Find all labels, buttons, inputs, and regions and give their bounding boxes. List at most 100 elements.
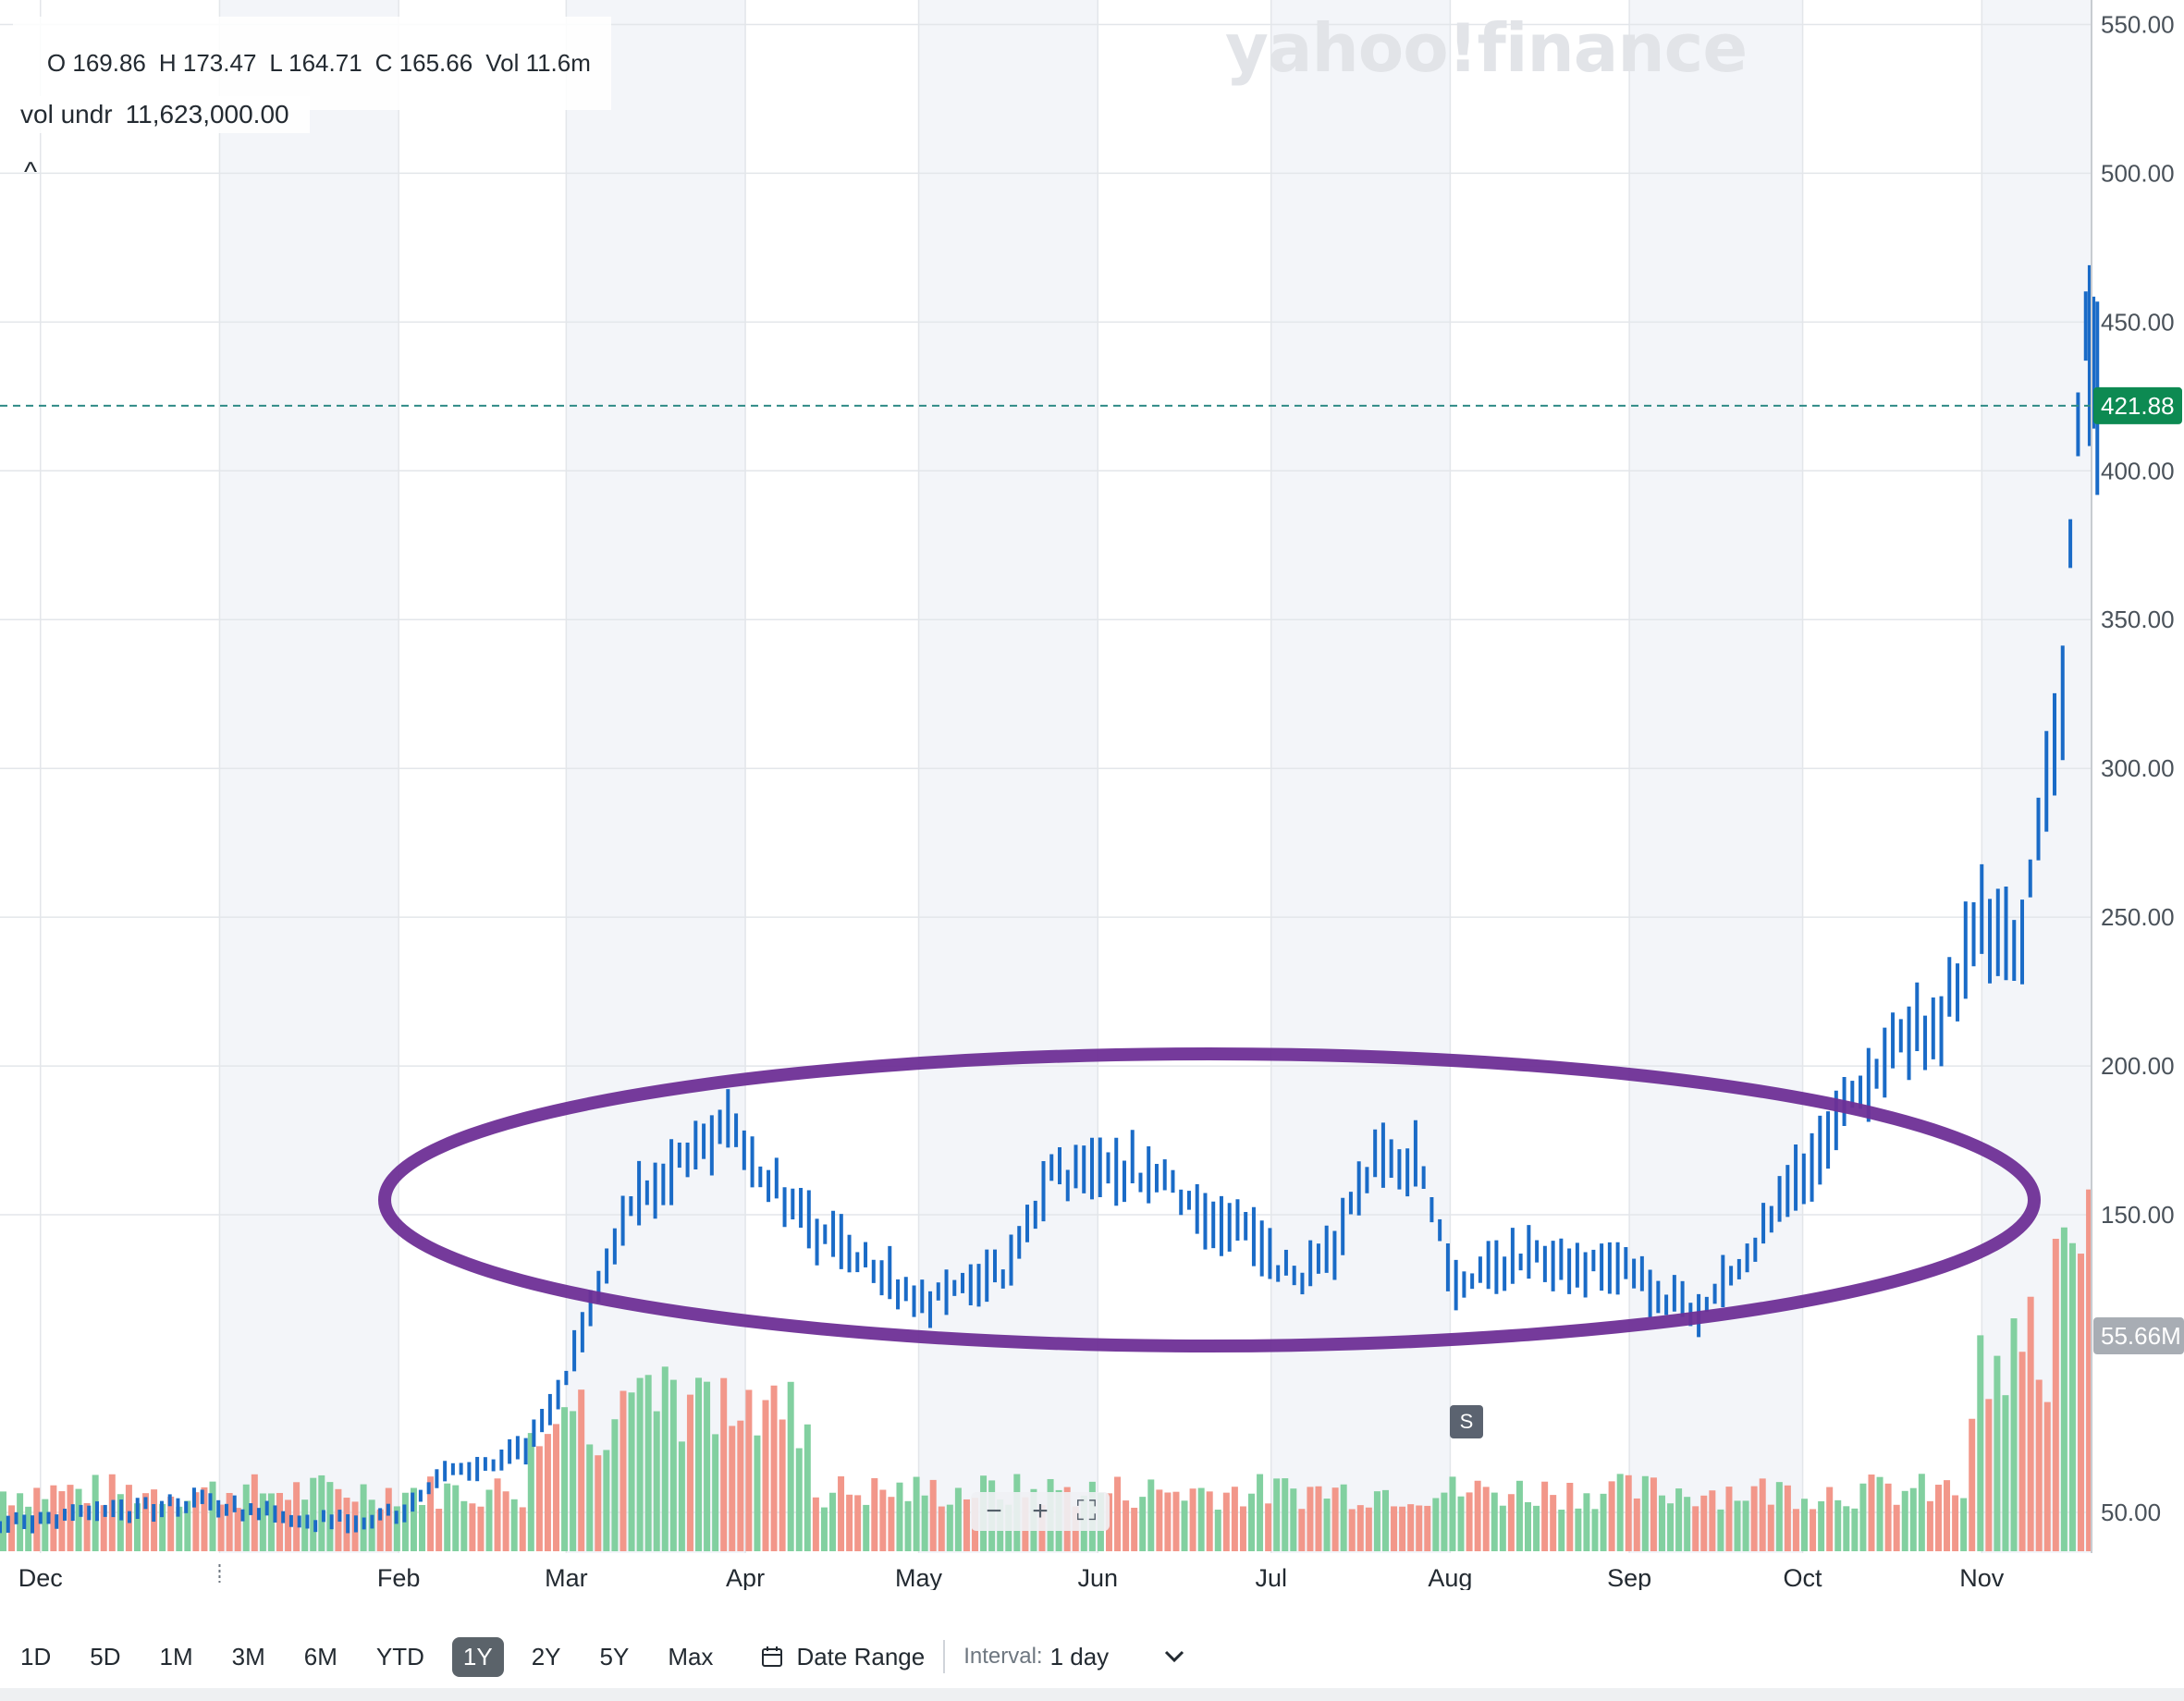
volume-bar [695, 1377, 703, 1551]
range-button-5y[interactable]: 5Y [599, 1642, 630, 1670]
volume-bar [1550, 1495, 1557, 1551]
volume-bar [946, 1504, 953, 1551]
zoom-in-button[interactable]: + [1032, 1496, 1049, 1526]
chevron-up-icon[interactable]: ^ [24, 157, 38, 188]
fit-screen-icon[interactable]: ⛶ [1076, 1496, 1097, 1526]
volume-bar [1742, 1500, 1749, 1551]
volume-bar [1859, 1483, 1867, 1551]
low-value: L 164.71 [269, 49, 362, 77]
volume-bar [1273, 1478, 1281, 1551]
volume-bar [1399, 1506, 1406, 1551]
event-badge[interactable]: S [1450, 1405, 1483, 1438]
x-tick-label: Jun [1077, 1564, 1118, 1590]
chevron-down-icon[interactable] [1164, 1650, 1184, 1663]
volume-bar [1123, 1500, 1130, 1551]
volume-bar [904, 1500, 912, 1551]
chart-area[interactable]: 50.00 150.00 200.00 250.00 300.00 350.00 400.0… [0, 0, 2184, 1590]
volume-bar [1960, 1498, 1968, 1551]
volume-bar [1734, 1500, 1741, 1551]
volume-bar [1441, 1492, 1448, 1551]
y-tick-label: 450.00 [2101, 308, 2175, 336]
range-button-1m[interactable]: 1M [159, 1642, 193, 1670]
volume-bar [636, 1377, 644, 1551]
y-tick-label: 250.00 [2101, 903, 2175, 931]
volume-bar [2078, 1254, 2085, 1551]
volume-bar [1525, 1501, 1532, 1551]
volume-bar [1147, 1479, 1155, 1551]
volume-bar [142, 1493, 150, 1551]
toolbar-divider [943, 1640, 946, 1673]
range-button-3m[interactable]: 3M [231, 1642, 265, 1670]
range-button-2y[interactable]: 2Y [531, 1642, 561, 1670]
volume-bar [1784, 1485, 1791, 1551]
volume-bar [1801, 1499, 1809, 1551]
volume-bar [1750, 1486, 1758, 1551]
volume-bar [1457, 1496, 1465, 1551]
volume-bar [578, 1389, 585, 1551]
price-chart[interactable]: 50.00 150.00 200.00 250.00 300.00 350.00 400.0… [0, 0, 2184, 1590]
volume-bar [1348, 1509, 1356, 1551]
volume-bar [1901, 1490, 1908, 1551]
volume-bar [510, 1499, 518, 1551]
range-button-ytd[interactable]: YTD [375, 1642, 424, 1670]
volume-bar [1884, 1483, 1892, 1551]
volume-value: Vol 11.6m [485, 49, 591, 77]
range-button-max[interactable]: Max [668, 1642, 714, 1670]
range-button-1y[interactable]: 1Y [451, 1636, 504, 1677]
interval-select[interactable]: 1 day [1049, 1642, 1110, 1670]
volume-bar [552, 1424, 559, 1551]
volume-bar [1934, 1485, 1942, 1551]
volume-bar [42, 1499, 49, 1551]
volume-bar [33, 1487, 41, 1551]
volume-bar [603, 1450, 610, 1551]
volume-bar [1365, 1507, 1372, 1551]
volume-bar [1944, 1480, 1951, 1551]
volume-bar [67, 1485, 74, 1551]
x-tick-label: Nov [1959, 1564, 2005, 1590]
zoom-out-button[interactable]: − [986, 1496, 1002, 1526]
volume-bar [2060, 1227, 2067, 1551]
date-range-button[interactable]: Date Range [761, 1643, 925, 1671]
volume-bar [1818, 1500, 1825, 1551]
volume-bar [1499, 1505, 1506, 1551]
x-tick-label: May [895, 1564, 943, 1590]
volume-bar [938, 1506, 945, 1551]
volume-bar [586, 1444, 594, 1551]
volume-bar [1709, 1490, 1716, 1551]
volume-bar [1298, 1509, 1306, 1551]
volume-bar [159, 1503, 166, 1551]
volume-bar [1282, 1478, 1289, 1551]
volume-bar [393, 1506, 400, 1551]
volume-bar [846, 1494, 853, 1551]
volume-bar [570, 1411, 577, 1551]
range-button-5d[interactable]: 5D [90, 1642, 121, 1670]
volume-bar [1114, 1476, 1122, 1551]
range-button-6m[interactable]: 6M [303, 1642, 337, 1670]
volume-bar [1667, 1503, 1675, 1551]
volume-bar [50, 1485, 57, 1551]
range-button-1d[interactable]: 1D [20, 1642, 52, 1670]
volume-bar [1307, 1487, 1314, 1551]
volume-bar [1197, 1487, 1205, 1551]
volume-bar [1591, 1509, 1599, 1551]
volume-bar [2035, 1379, 2043, 1551]
volume-bar [1926, 1500, 1933, 1551]
volume-bar [234, 1508, 241, 1551]
volume-bar [661, 1366, 669, 1551]
y-tick-label: 200.00 [2101, 1052, 2175, 1080]
volume-bar [737, 1420, 744, 1551]
volume-bar [729, 1426, 736, 1551]
volume-bar [1214, 1509, 1221, 1551]
volume-bar [1407, 1504, 1415, 1551]
volume-bar [1767, 1504, 1774, 1551]
month-shade [1270, 0, 1451, 1553]
volume-bar [184, 1500, 191, 1551]
volume-bar [1381, 1489, 1389, 1551]
volume-bar [1633, 1498, 1640, 1551]
volume-bar [888, 1497, 895, 1551]
volume-bar [1248, 1493, 1256, 1551]
volume-bar [75, 1488, 82, 1551]
volume-bar [1139, 1497, 1147, 1551]
range-toolbar: 1D 5D 1M 3M 6M YTD 1Y 2Y 5Y Max Date Range Interv… [0, 1631, 2184, 1683]
current-price-label: 421.88 [2101, 392, 2175, 420]
